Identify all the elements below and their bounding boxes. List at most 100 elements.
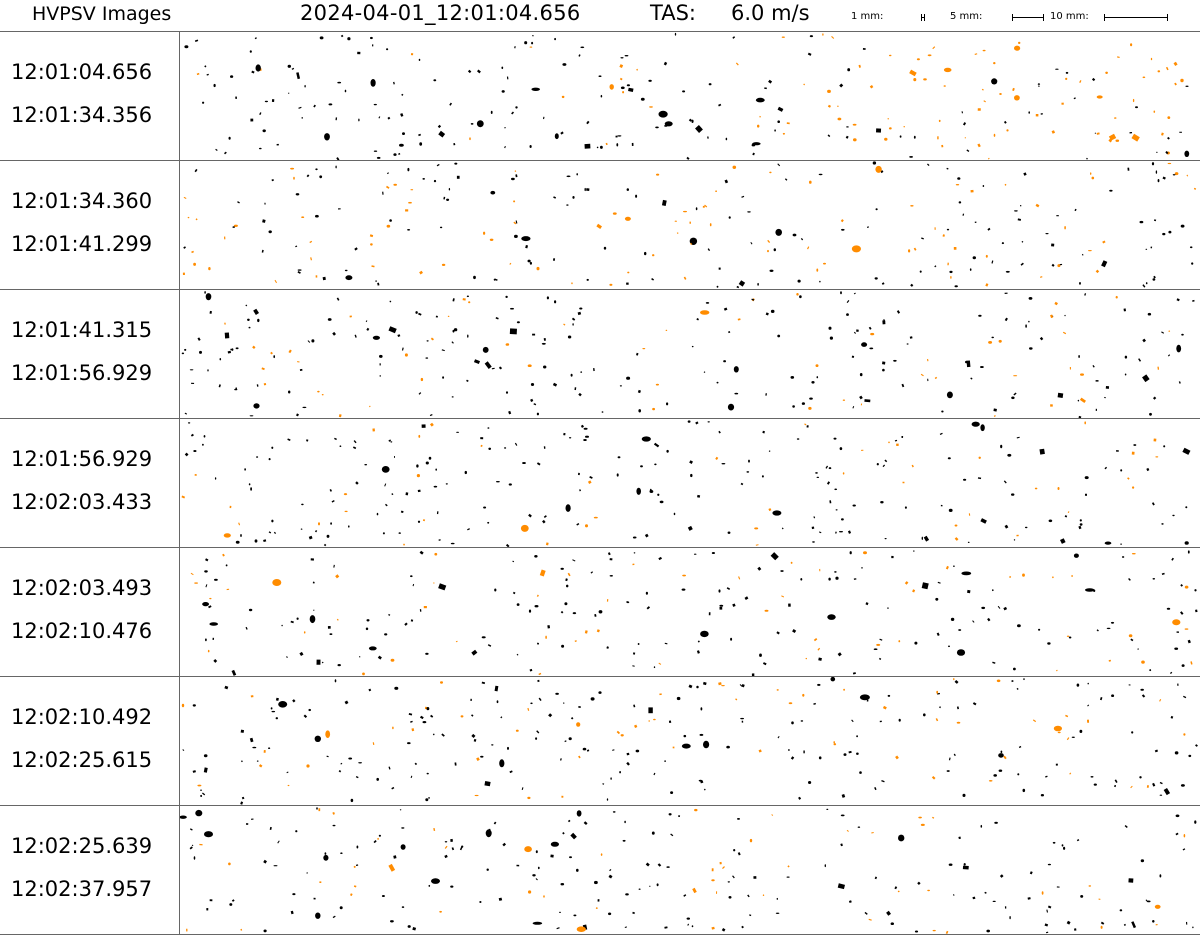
particle (666, 402, 669, 406)
particle (381, 466, 390, 473)
particle (640, 465, 643, 468)
particle (254, 539, 258, 543)
particle (851, 355, 855, 358)
particle (909, 156, 913, 158)
particle (762, 430, 765, 434)
particle (579, 307, 583, 310)
particle (1168, 330, 1171, 333)
particle (203, 435, 206, 438)
particle (718, 267, 721, 270)
particle (375, 280, 377, 282)
particle (254, 37, 257, 40)
particle (941, 410, 944, 413)
particle (768, 79, 773, 84)
particle (330, 522, 332, 525)
particle (596, 223, 602, 229)
particle (1096, 629, 1099, 632)
particle (812, 541, 815, 543)
particle (566, 175, 571, 178)
particle (1104, 396, 1106, 399)
particle (275, 697, 279, 701)
particle (1104, 541, 1112, 545)
particle (980, 518, 987, 524)
particle (681, 743, 691, 749)
particle (813, 702, 816, 705)
particle (776, 689, 779, 691)
particle (870, 332, 875, 336)
particle (1076, 839, 1080, 842)
particle (511, 177, 515, 181)
particle (987, 157, 990, 160)
particle (1084, 493, 1087, 496)
particle (481, 681, 486, 685)
particle (532, 34, 534, 37)
particle (315, 912, 321, 919)
particle (450, 885, 454, 888)
particle (429, 422, 434, 427)
particle (352, 446, 357, 450)
particle (199, 350, 202, 354)
particle (788, 749, 790, 751)
particle (559, 911, 561, 913)
particle (809, 35, 814, 38)
particle (207, 649, 210, 653)
particle (1017, 218, 1022, 221)
particle (982, 49, 986, 52)
particle (480, 755, 484, 758)
particle (393, 855, 397, 859)
particle (852, 406, 855, 409)
particle (912, 589, 916, 593)
particle (1150, 57, 1153, 61)
particle (1039, 336, 1044, 341)
particle (376, 777, 379, 781)
particle (744, 596, 749, 600)
particle (1064, 314, 1066, 317)
particle (880, 501, 884, 504)
particle (1116, 450, 1119, 452)
particle (339, 906, 343, 910)
strip-end-time: 12:02:25.615 (11, 748, 153, 772)
particle (914, 641, 918, 645)
particle (825, 465, 829, 469)
particle (315, 214, 319, 218)
particle (829, 500, 832, 504)
particle (991, 336, 994, 339)
particle (1055, 763, 1058, 766)
particle (702, 205, 705, 208)
particle (371, 265, 375, 268)
particle (543, 515, 547, 519)
particle (297, 361, 300, 363)
particle (576, 926, 586, 932)
particle (1001, 242, 1005, 245)
particle (1145, 248, 1148, 250)
particle (470, 714, 474, 717)
particle (935, 597, 939, 601)
particle (728, 216, 731, 219)
particle (768, 508, 772, 512)
particle (852, 504, 856, 507)
particle (625, 893, 629, 896)
particle (545, 542, 549, 546)
particle (1094, 132, 1096, 134)
particle (516, 864, 520, 867)
particle (483, 506, 487, 509)
particle (261, 249, 264, 253)
particle (628, 87, 634, 92)
particle (347, 37, 351, 41)
particle (842, 399, 846, 401)
particle (372, 742, 375, 745)
particle (194, 168, 198, 173)
particle (1090, 776, 1094, 778)
particle (904, 506, 907, 509)
particle (691, 119, 694, 124)
particle (1045, 775, 1048, 778)
particle (635, 749, 640, 753)
particle (527, 707, 530, 711)
particle (1091, 77, 1096, 82)
particle (864, 399, 871, 403)
particle (787, 865, 790, 868)
particle (1071, 736, 1075, 738)
particle (1065, 71, 1069, 74)
particle (1184, 585, 1189, 589)
particle (539, 569, 546, 577)
